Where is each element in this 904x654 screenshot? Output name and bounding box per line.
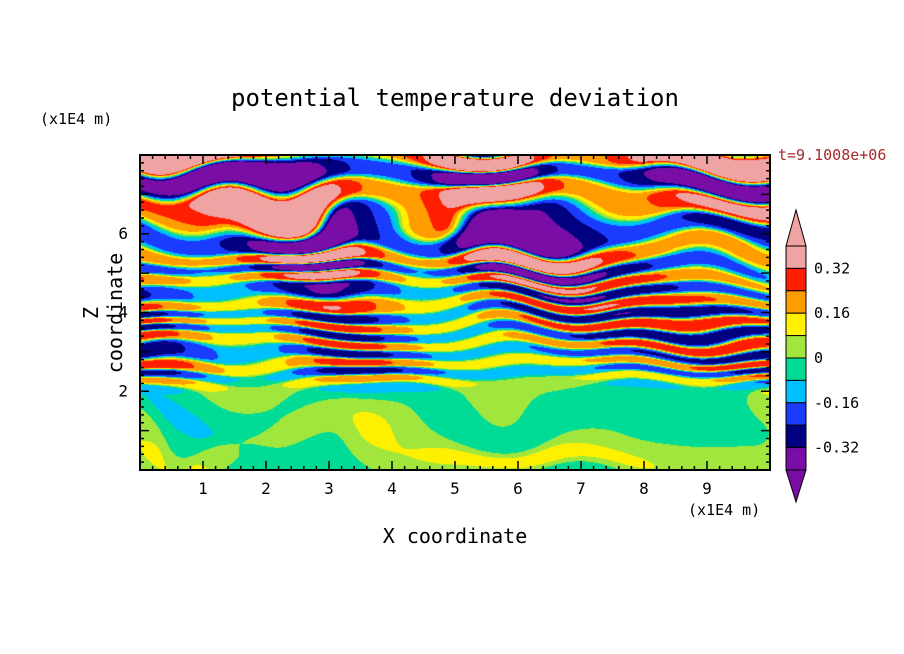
colorbar-tick-label: 0.16 bbox=[814, 304, 850, 322]
colorbar-arrow-low bbox=[785, 469, 807, 504]
colorbar-segment bbox=[785, 424, 807, 449]
colorbar-segment bbox=[785, 357, 807, 381]
x-tick-label: 2 bbox=[261, 479, 271, 498]
axis-ticks bbox=[140, 155, 770, 470]
colorbar-segment bbox=[785, 447, 807, 471]
x-tick-label: 7 bbox=[576, 479, 586, 498]
z-tick-label: 6 bbox=[118, 224, 128, 243]
x-tick-label: 6 bbox=[513, 479, 523, 498]
colorbar-segment bbox=[785, 379, 807, 404]
colorbar-tick-label: 0 bbox=[814, 349, 823, 367]
time-annotation: t=9.1008e+06 bbox=[778, 146, 887, 164]
x-tick-label: 1 bbox=[198, 479, 208, 498]
colorbar-segment bbox=[785, 290, 807, 314]
colorbar-tick-label: -0.16 bbox=[814, 394, 859, 412]
heatmap-canvas bbox=[140, 155, 770, 470]
x-tick-label: 3 bbox=[324, 479, 334, 498]
z-tick-label: 4 bbox=[118, 303, 128, 322]
colorbar-tick-label: -0.32 bbox=[814, 439, 859, 457]
x-tick-label: 4 bbox=[387, 479, 397, 498]
colorbar-segment bbox=[785, 402, 807, 426]
x-tick-label: 5 bbox=[450, 479, 460, 498]
x-tick-label: 8 bbox=[639, 479, 649, 498]
colorbar-segment bbox=[785, 245, 807, 269]
z-axis-title: Z coordinate bbox=[79, 252, 127, 374]
colorbar-segment bbox=[785, 267, 807, 292]
axes: 1 2 3 4 5 6 7 8 9 2 4 6 bbox=[118, 154, 771, 498]
colorbar-segment bbox=[785, 335, 807, 359]
z-axis-unit: (x1E4 m) bbox=[40, 110, 113, 128]
plot-frame bbox=[139, 154, 771, 471]
colorbar-tick-label: 0.32 bbox=[814, 259, 850, 277]
x-axis-title: X coordinate bbox=[382, 524, 528, 548]
z-tick-label: 2 bbox=[118, 381, 128, 400]
colorbar: 0.32 0.16 0 -0.16 -0.32 bbox=[785, 208, 859, 504]
colorbar-segment bbox=[785, 312, 807, 337]
x-tick-label: 9 bbox=[702, 479, 712, 498]
x-axis-unit: (x1E4 m) bbox=[688, 501, 761, 519]
colorbar-arrow-high bbox=[785, 208, 807, 247]
chart-title: potential temperature deviation bbox=[231, 84, 679, 112]
